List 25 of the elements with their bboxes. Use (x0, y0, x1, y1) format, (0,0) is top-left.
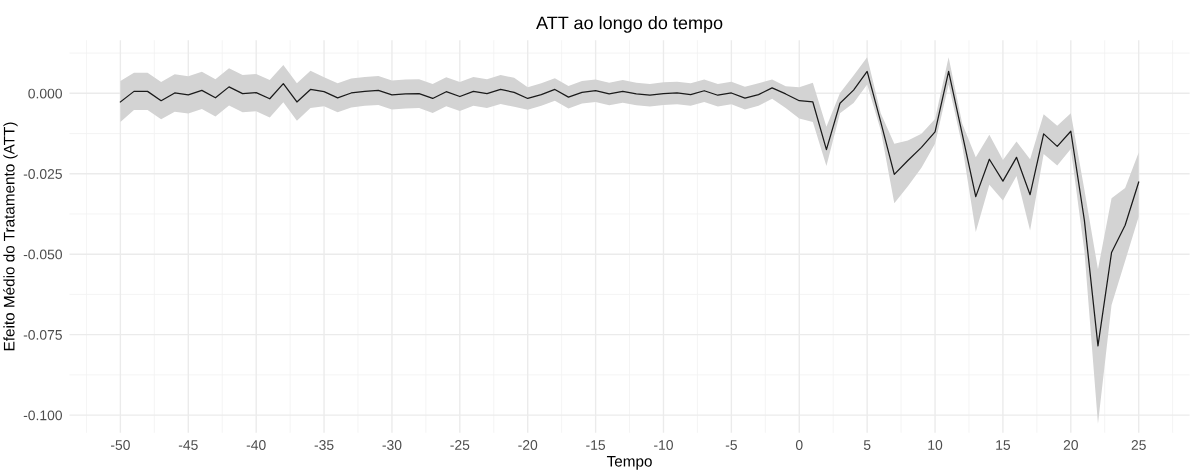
y-axis-title: Efeito Médio do Tratamento (ATT) (3, 122, 18, 351)
x-tick-label: 0 (795, 440, 803, 450)
x-tick-label: -30 (382, 440, 402, 450)
x-tick-label: -20 (518, 440, 538, 450)
line-series (119, 70, 1140, 347)
x-tick-label: -35 (314, 440, 334, 450)
y-tick-label: -0.025 (23, 169, 62, 179)
x-tick-label: 20 (1063, 440, 1078, 450)
x-tick-label: 15 (996, 440, 1011, 450)
x-tick-label: -15 (586, 440, 606, 450)
chart-title: ATT ao longo do tempo (536, 16, 723, 33)
y-tick-label: -0.075 (23, 329, 62, 340)
x-tick-label: -40 (246, 440, 266, 450)
x-tick-label: -45 (178, 440, 198, 450)
x-tick-label: -10 (654, 440, 673, 450)
x-tick-label: -50 (110, 440, 130, 450)
y-tick-label: -0.050 (23, 249, 62, 260)
x-tick-label: 10 (928, 440, 943, 450)
x-tick-label: 25 (1131, 440, 1146, 450)
x-tick-label: -5 (725, 440, 737, 450)
y-tick-label: -0.100 (23, 410, 62, 421)
x-tick-label: -25 (450, 440, 470, 450)
x-axis-title: Tempo (606, 456, 652, 470)
y-tick-label: 0.000 (28, 88, 62, 99)
x-tick-label: 5 (863, 440, 871, 450)
